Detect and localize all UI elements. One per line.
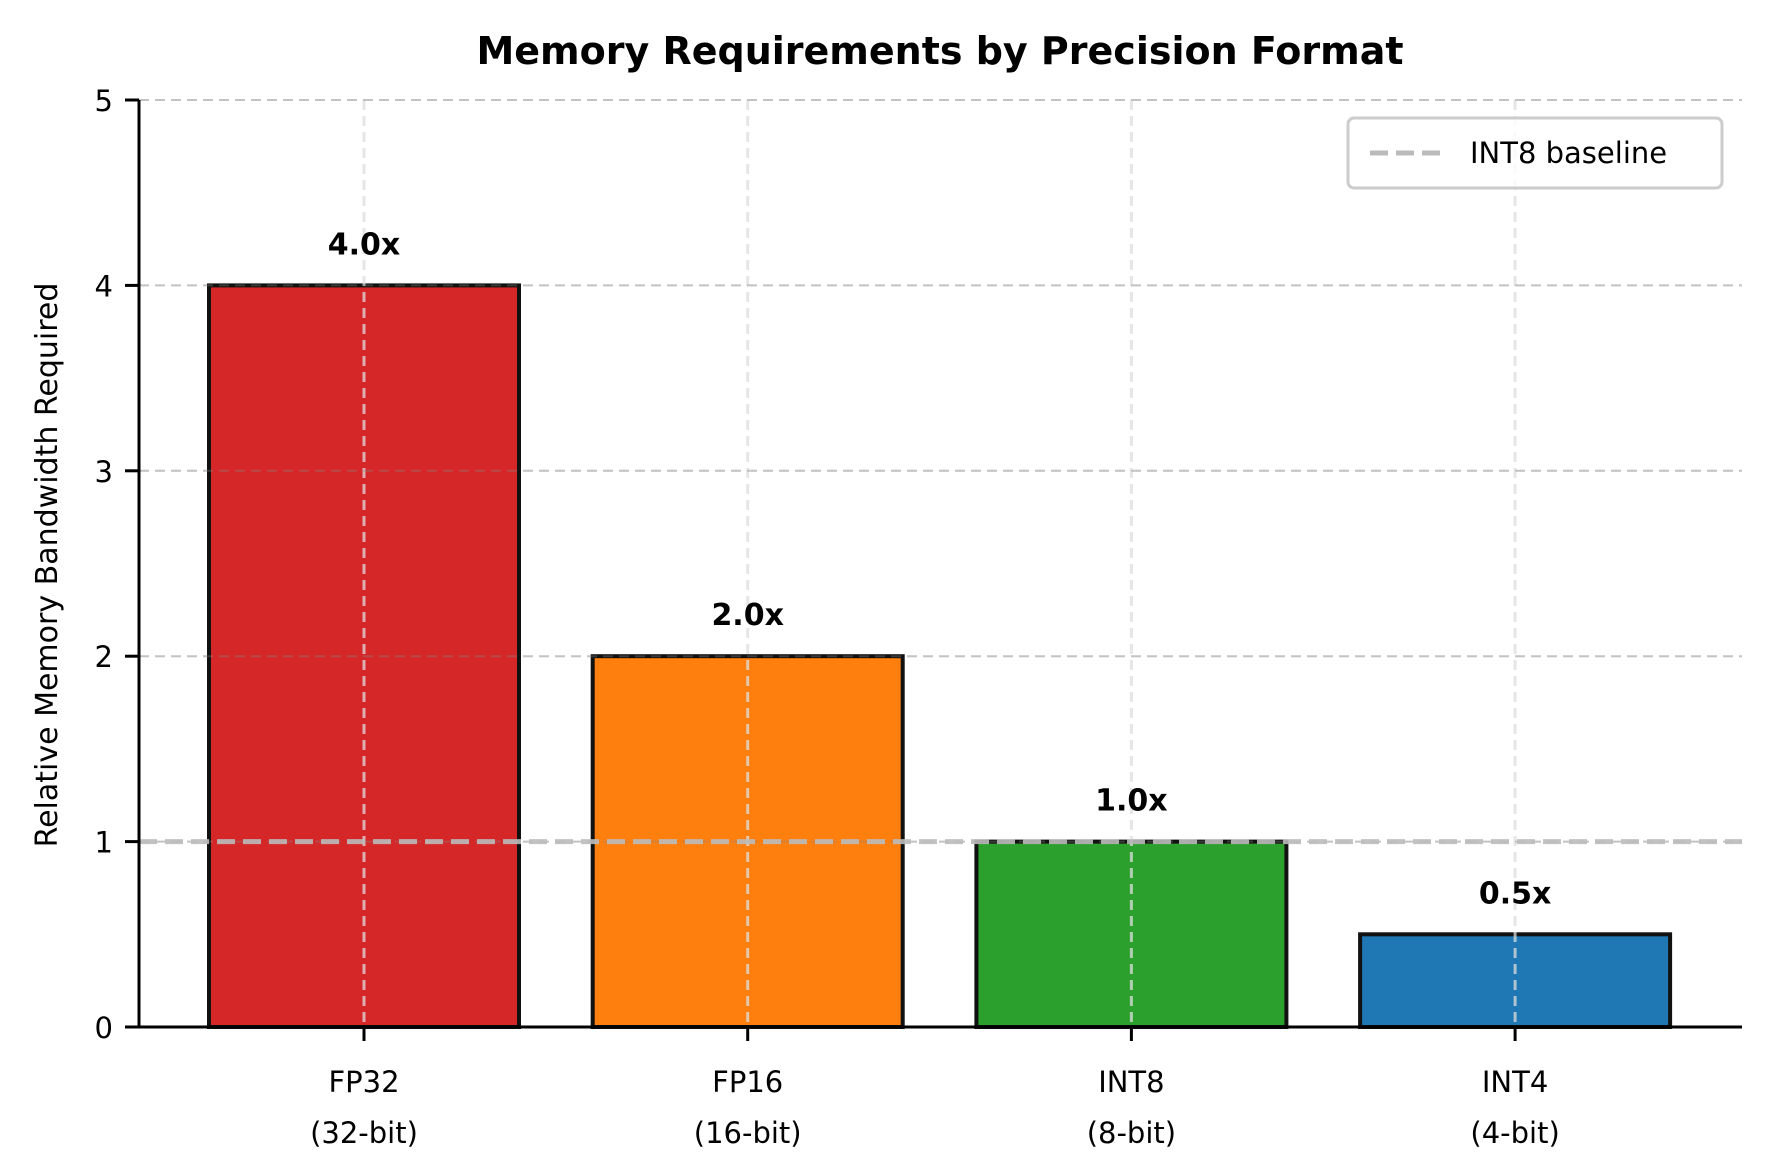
y-tick-label: 5 <box>95 84 113 118</box>
x-tick-label: (16-bit) <box>694 1116 802 1150</box>
value-label: 1.0x <box>1095 784 1168 819</box>
legend-label: INT8 baseline <box>1470 136 1667 170</box>
value-label: 4.0x <box>328 227 401 262</box>
axes <box>137 100 1742 1029</box>
x-tick-label: FP16 <box>712 1065 783 1099</box>
x-tick-label: FP32 <box>328 1065 399 1099</box>
legend: INT8 baseline <box>1346 116 1724 190</box>
x-tick-label: (32-bit) <box>310 1116 418 1150</box>
y-tick-label: 4 <box>95 269 113 303</box>
value-label: 0.5x <box>1479 876 1552 911</box>
x-tick-label: (8-bit) <box>1087 1116 1176 1150</box>
y-tick-label: 2 <box>95 640 113 674</box>
y-tick-label: 0 <box>95 1011 113 1045</box>
value-labels: 4.0x 2.0x 1.0x 0.5x <box>328 227 1552 911</box>
x-axis-ticks: FP32 (32-bit) FP16 (16-bit) INT8 (8-bit) INT4 (… <box>310 1027 1560 1150</box>
value-label: 2.0x <box>711 598 784 633</box>
x-tick-label: (4-bit) <box>1470 1116 1559 1150</box>
y-axis-ticks: 0 1 2 3 4 5 <box>95 84 139 1045</box>
x-tick-label: INT4 <box>1482 1065 1548 1099</box>
chart-title: Memory Requirements by Precision Format <box>476 29 1403 73</box>
y-tick-label: 3 <box>95 455 113 489</box>
y-tick-label: 1 <box>95 826 113 860</box>
legend-box <box>1346 116 1724 190</box>
x-tick-label: INT8 <box>1098 1065 1164 1099</box>
y-axis-label: Relative Memory Bandwidth Required <box>30 283 65 848</box>
